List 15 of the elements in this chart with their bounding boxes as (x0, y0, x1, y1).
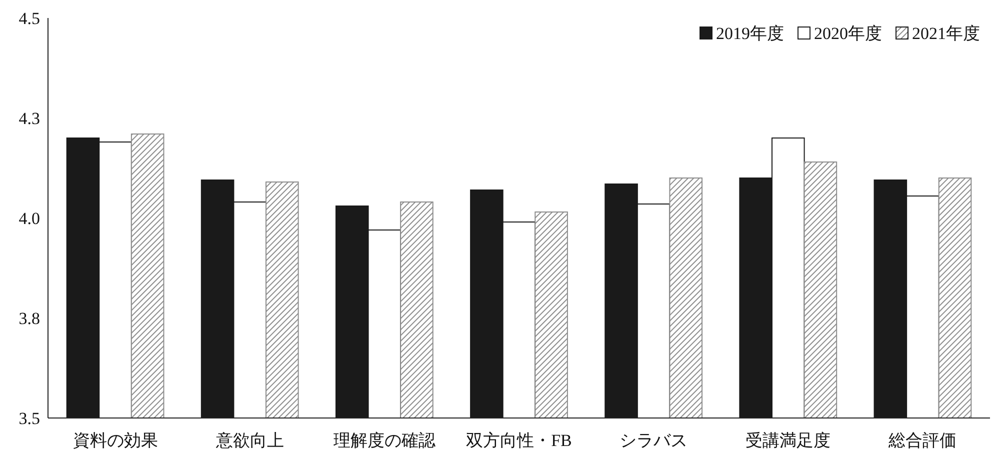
x-tick-label: シラバス (620, 431, 688, 450)
y-tick-label: 4.5 (18, 9, 40, 28)
x-tick-label: 双方向性・FB (466, 431, 572, 450)
x-tick-label: 受講満足度 (746, 431, 831, 450)
y-tick-label: 4.3 (18, 109, 40, 128)
y-tick-label: 3.8 (18, 309, 40, 328)
x-tick-label: 資料の効果 (72, 431, 158, 450)
x-tick-label: 意欲向上 (214, 431, 284, 450)
legend-label: 2021年度 (912, 24, 980, 43)
legend-label: 2020年度 (814, 24, 882, 43)
x-tick-label: 総合評価 (888, 431, 957, 450)
y-tick-label: 4.0 (18, 209, 40, 228)
legend-label: 2019年度 (716, 24, 784, 43)
y-tick-label: 3.5 (18, 409, 40, 428)
x-tick-label: 理解度の確認 (333, 431, 436, 450)
